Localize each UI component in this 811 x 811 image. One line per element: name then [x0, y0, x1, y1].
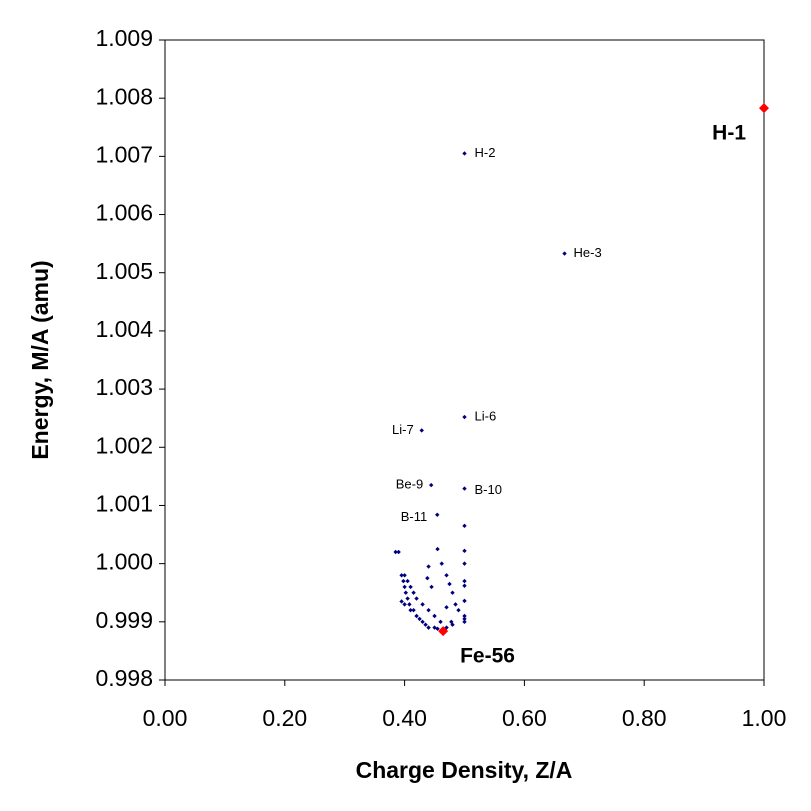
x-tick-label: 0.00	[143, 705, 188, 731]
data-point	[402, 602, 407, 607]
data-point	[396, 549, 401, 555]
y-tick-label: 1.001	[95, 491, 153, 517]
data-point	[429, 584, 434, 590]
data-point	[447, 581, 452, 587]
y-tick-label: 1.000	[95, 549, 153, 575]
data-point	[438, 619, 443, 625]
data-point	[435, 546, 440, 552]
data-point	[462, 414, 467, 420]
data-point	[405, 596, 410, 601]
x-tick-label: 0.60	[502, 705, 547, 731]
data-point	[462, 583, 467, 588]
x-tick-label: 0.80	[622, 705, 667, 731]
point-label: B-10	[475, 482, 502, 497]
data-point	[425, 575, 430, 581]
plot-area	[164, 39, 765, 681]
highlight-point	[759, 103, 769, 114]
x-axis-title: Charge Density, Z/A	[356, 757, 573, 783]
data-point	[444, 573, 449, 578]
data-point	[462, 548, 467, 554]
data-point	[439, 561, 444, 566]
data-point	[462, 619, 467, 625]
data-point	[420, 602, 425, 607]
point-label: Li-6	[475, 408, 497, 423]
data-point	[419, 428, 424, 433]
data-point	[450, 590, 455, 595]
data-point	[399, 599, 404, 604]
data-point	[403, 590, 408, 595]
data-point	[407, 602, 412, 607]
point-label: He-3	[574, 245, 602, 260]
data-point	[462, 561, 467, 566]
data-point	[426, 607, 431, 613]
data-point	[401, 578, 406, 584]
data-point	[462, 523, 467, 529]
x-tick-label: 0.40	[382, 705, 427, 731]
y-axis-title: Energy, M/A (amu)	[27, 260, 53, 459]
point-label: H-1	[712, 122, 746, 145]
x-tick-label: 1.00	[742, 705, 787, 731]
data-point	[414, 596, 419, 601]
data-point	[456, 607, 461, 613]
y-tick-label: 1.006	[95, 200, 153, 226]
y-tick-label: 1.003	[95, 374, 153, 400]
data-point	[426, 564, 431, 569]
y-tick-label: 0.999	[95, 607, 153, 633]
data-point	[417, 616, 422, 622]
data-point	[408, 584, 413, 590]
y-tick-label: 1.002	[95, 432, 153, 458]
data-point	[402, 584, 407, 590]
data-point	[462, 151, 467, 156]
data-point	[462, 578, 467, 584]
data-point	[426, 625, 431, 630]
data-point	[399, 573, 404, 578]
data-point	[462, 616, 467, 622]
y-tick-label: 1.008	[95, 83, 153, 109]
data-point	[423, 622, 428, 627]
data-point	[432, 613, 437, 619]
y-tick-label: 1.004	[95, 316, 153, 342]
data-point	[444, 605, 449, 610]
y-tick-label: 0.998	[95, 665, 153, 691]
data-point	[393, 549, 398, 555]
data-point	[450, 622, 455, 627]
data-point	[420, 619, 425, 625]
highlight-point	[438, 626, 449, 637]
point-label: B-11	[401, 509, 428, 524]
y-tick-label: 1.007	[95, 141, 153, 167]
point-label: H-2	[475, 145, 496, 160]
data-point	[435, 512, 440, 517]
data-point	[449, 619, 454, 625]
data-point	[405, 578, 410, 584]
point-label: Fe-56	[460, 645, 515, 668]
data-point	[408, 607, 413, 613]
data-point	[562, 251, 567, 256]
data-point	[462, 598, 467, 604]
data-point	[462, 613, 467, 619]
data-point	[462, 486, 467, 491]
y-tick-label: 1.005	[95, 258, 153, 284]
data-point	[411, 590, 416, 595]
data-point	[453, 602, 458, 607]
data-point	[428, 482, 434, 488]
x-tick-label: 0.20	[262, 705, 307, 731]
data-point	[414, 613, 419, 619]
data-point	[435, 626, 440, 631]
point-label: Li-7	[392, 422, 414, 437]
point-label: Be-9	[396, 477, 423, 492]
data-point	[411, 607, 416, 613]
data-point	[402, 573, 407, 578]
y-tick-label: 1.009	[95, 25, 153, 51]
